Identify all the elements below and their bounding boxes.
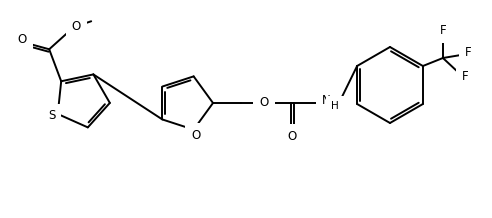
Text: F: F bbox=[461, 70, 468, 82]
Text: S: S bbox=[48, 109, 56, 123]
Text: O: O bbox=[259, 97, 269, 109]
Text: N: N bbox=[322, 94, 330, 107]
Text: F: F bbox=[439, 24, 446, 37]
Text: H: H bbox=[331, 101, 339, 111]
Text: F: F bbox=[464, 46, 471, 60]
Text: O: O bbox=[71, 20, 81, 33]
Text: O: O bbox=[287, 129, 297, 143]
Text: O: O bbox=[191, 129, 200, 142]
Text: O: O bbox=[18, 33, 27, 46]
